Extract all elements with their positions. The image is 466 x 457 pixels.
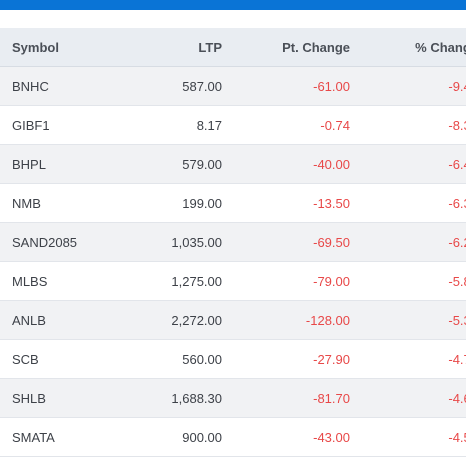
cell-pt-change: -40.00 <box>222 144 350 184</box>
table-row[interactable]: NMB 199.00 -13.50 -6.35 <box>0 183 466 223</box>
table-body: BNHC 587.00 -61.00 -9.41 GIBF1 8.17 -0.7… <box>0 66 466 457</box>
header-symbol[interactable]: Symbol <box>0 28 132 67</box>
cell-ltp: 2,272.00 <box>132 300 222 340</box>
cell-pct-change: -4.56 <box>350 417 466 457</box>
cell-pct-change: -9.41 <box>350 66 466 106</box>
cell-ltp: 1,035.00 <box>132 222 222 262</box>
cell-ltp: 560.00 <box>132 339 222 379</box>
header-ltp[interactable]: LTP <box>132 28 222 67</box>
header-row: Symbol LTP Pt. Change % Change <box>0 28 466 67</box>
cell-symbol[interactable]: ANLB <box>0 300 132 340</box>
table-row[interactable]: SCB 560.00 -27.90 -4.75 <box>0 339 466 379</box>
header-pt-change[interactable]: Pt. Change <box>222 28 350 67</box>
cell-pct-change: -8.31 <box>350 105 466 145</box>
cell-pt-change: -27.90 <box>222 339 350 379</box>
losers-table-container: Symbol LTP Pt. Change % Change BNHC 587.… <box>0 28 466 457</box>
cell-ltp: 8.17 <box>132 105 222 145</box>
cell-symbol[interactable]: NMB <box>0 183 132 223</box>
table-row[interactable]: SMATA 900.00 -43.00 -4.56 <box>0 417 466 457</box>
top-accent-bar <box>0 0 466 10</box>
table-header: Symbol LTP Pt. Change % Change <box>0 28 466 67</box>
cell-pt-change: -13.50 <box>222 183 350 223</box>
cell-pct-change: -5.33 <box>350 300 466 340</box>
losers-table: Symbol LTP Pt. Change % Change BNHC 587.… <box>0 28 466 457</box>
cell-pt-change: -128.00 <box>222 300 350 340</box>
cell-pt-change: -0.74 <box>222 105 350 145</box>
table-row[interactable]: SHLB 1,688.30 -81.70 -4.62 <box>0 378 466 418</box>
table-row[interactable]: BHPL 579.00 -40.00 -6.46 <box>0 144 466 184</box>
cell-ltp: 199.00 <box>132 183 222 223</box>
cell-symbol[interactable]: GIBF1 <box>0 105 132 145</box>
cell-symbol[interactable]: BNHC <box>0 66 132 106</box>
cell-pt-change: -81.70 <box>222 378 350 418</box>
table-row[interactable]: MLBS 1,275.00 -79.00 -5.83 <box>0 261 466 301</box>
cell-pt-change: -61.00 <box>222 66 350 106</box>
cell-pct-change: -4.75 <box>350 339 466 379</box>
header-pct-change[interactable]: % Change <box>350 28 466 67</box>
cell-pt-change: -43.00 <box>222 417 350 457</box>
cell-pct-change: -5.83 <box>350 261 466 301</box>
cell-symbol[interactable]: SCB <box>0 339 132 379</box>
cell-symbol[interactable]: SMATA <box>0 417 132 457</box>
table-row[interactable]: ANLB 2,272.00 -128.00 -5.33 <box>0 300 466 340</box>
cell-pct-change: -6.46 <box>350 144 466 184</box>
cell-ltp: 900.00 <box>132 417 222 457</box>
cell-ltp: 587.00 <box>132 66 222 106</box>
cell-pct-change: -4.62 <box>350 378 466 418</box>
cell-ltp: 1,275.00 <box>132 261 222 301</box>
table-row[interactable]: BNHC 587.00 -61.00 -9.41 <box>0 66 466 106</box>
cell-pct-change: -6.29 <box>350 222 466 262</box>
cell-symbol[interactable]: MLBS <box>0 261 132 301</box>
cell-pct-change: -6.35 <box>350 183 466 223</box>
cell-symbol[interactable]: SAND2085 <box>0 222 132 262</box>
cell-symbol[interactable]: SHLB <box>0 378 132 418</box>
cell-pt-change: -79.00 <box>222 261 350 301</box>
table-row[interactable]: SAND2085 1,035.00 -69.50 -6.29 <box>0 222 466 262</box>
cell-symbol[interactable]: BHPL <box>0 144 132 184</box>
cell-pt-change: -69.50 <box>222 222 350 262</box>
cell-ltp: 1,688.30 <box>132 378 222 418</box>
table-row[interactable]: GIBF1 8.17 -0.74 -8.31 <box>0 105 466 145</box>
cell-ltp: 579.00 <box>132 144 222 184</box>
